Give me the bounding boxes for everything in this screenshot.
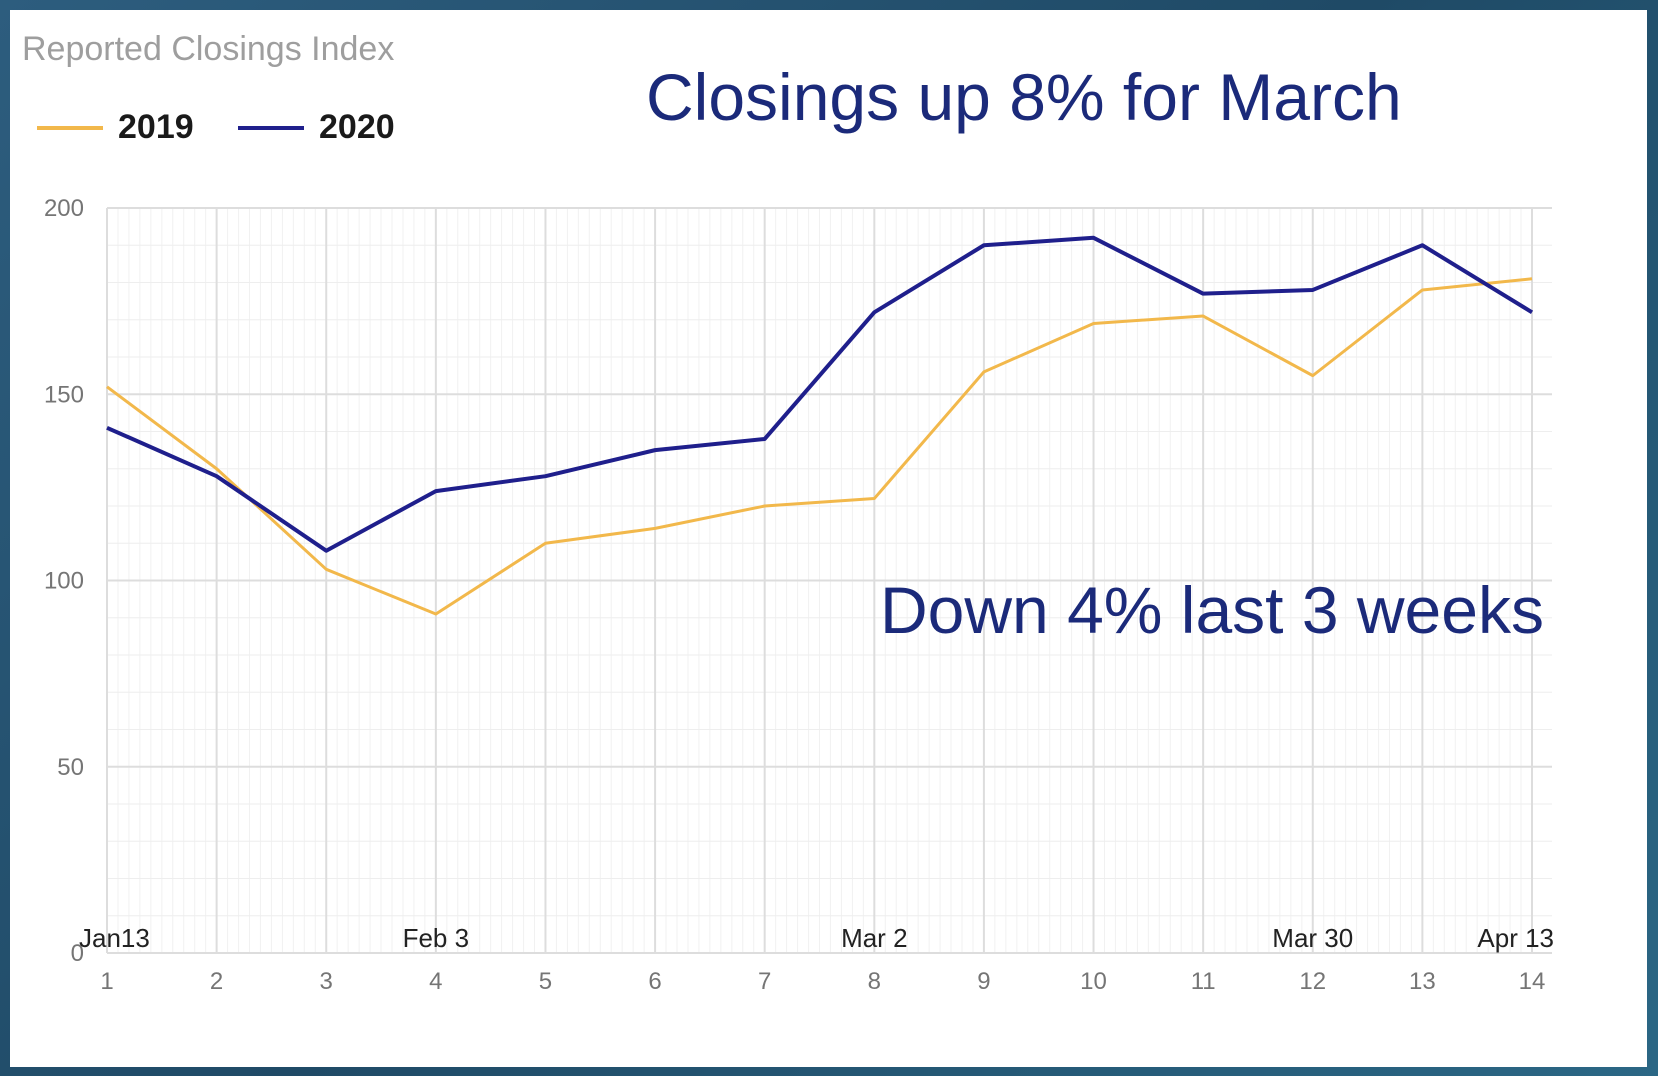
series-line-2019 xyxy=(106,277,1533,616)
x-tick-label: 14 xyxy=(1519,968,1546,995)
headline-march: Closings up 8% for March xyxy=(646,60,1402,134)
legend-2019-label: 2019 xyxy=(118,108,194,146)
x-tick-label: 10 xyxy=(1080,968,1107,995)
x-tick-label: 12 xyxy=(1299,968,1326,995)
x-tick-label: 3 xyxy=(320,968,333,995)
date-label: Feb 3 xyxy=(403,923,470,953)
series-layer xyxy=(106,235,1534,616)
date-label: Mar 30 xyxy=(1272,923,1353,953)
x-tick-label: 5 xyxy=(539,968,552,995)
legend-2020-label: 2020 xyxy=(319,108,395,146)
x-tick-label: 11 xyxy=(1191,968,1216,995)
series-line-2020 xyxy=(106,235,1534,553)
x-tick-label: 2 xyxy=(210,968,223,995)
x-tick-label: 13 xyxy=(1409,968,1436,995)
chart-title: Reported Closings Index xyxy=(22,30,394,68)
x-tick-label: 6 xyxy=(648,968,661,995)
headline-last-3-weeks: Down 4% last 3 weeks xyxy=(880,573,1544,647)
legend: 2019 2020 xyxy=(37,108,395,146)
y-tick-label: 50 xyxy=(57,754,84,781)
y-tick-label: 0 xyxy=(71,940,84,967)
x-tick-label: 8 xyxy=(868,968,881,995)
y-tick-label: 100 xyxy=(44,568,84,595)
y-tick-label: 150 xyxy=(44,381,84,408)
date-label: Jan13 xyxy=(79,923,150,953)
date-label: Apr 13 xyxy=(1477,923,1554,953)
x-tick-label: 4 xyxy=(429,968,442,995)
y-tick-label: 200 xyxy=(44,195,84,222)
chart-frame: 0 50 100 150 200 1 2 3 4 5 6 7 8 9 10 11 12 13 14 Jan13 Feb … xyxy=(10,10,1647,1067)
x-tick-label: 7 xyxy=(758,968,771,995)
major-grid xyxy=(106,207,1552,954)
date-label: Mar 2 xyxy=(841,923,907,953)
x-tick-label: 1 xyxy=(100,968,113,995)
x-tick-label: 9 xyxy=(977,968,990,995)
